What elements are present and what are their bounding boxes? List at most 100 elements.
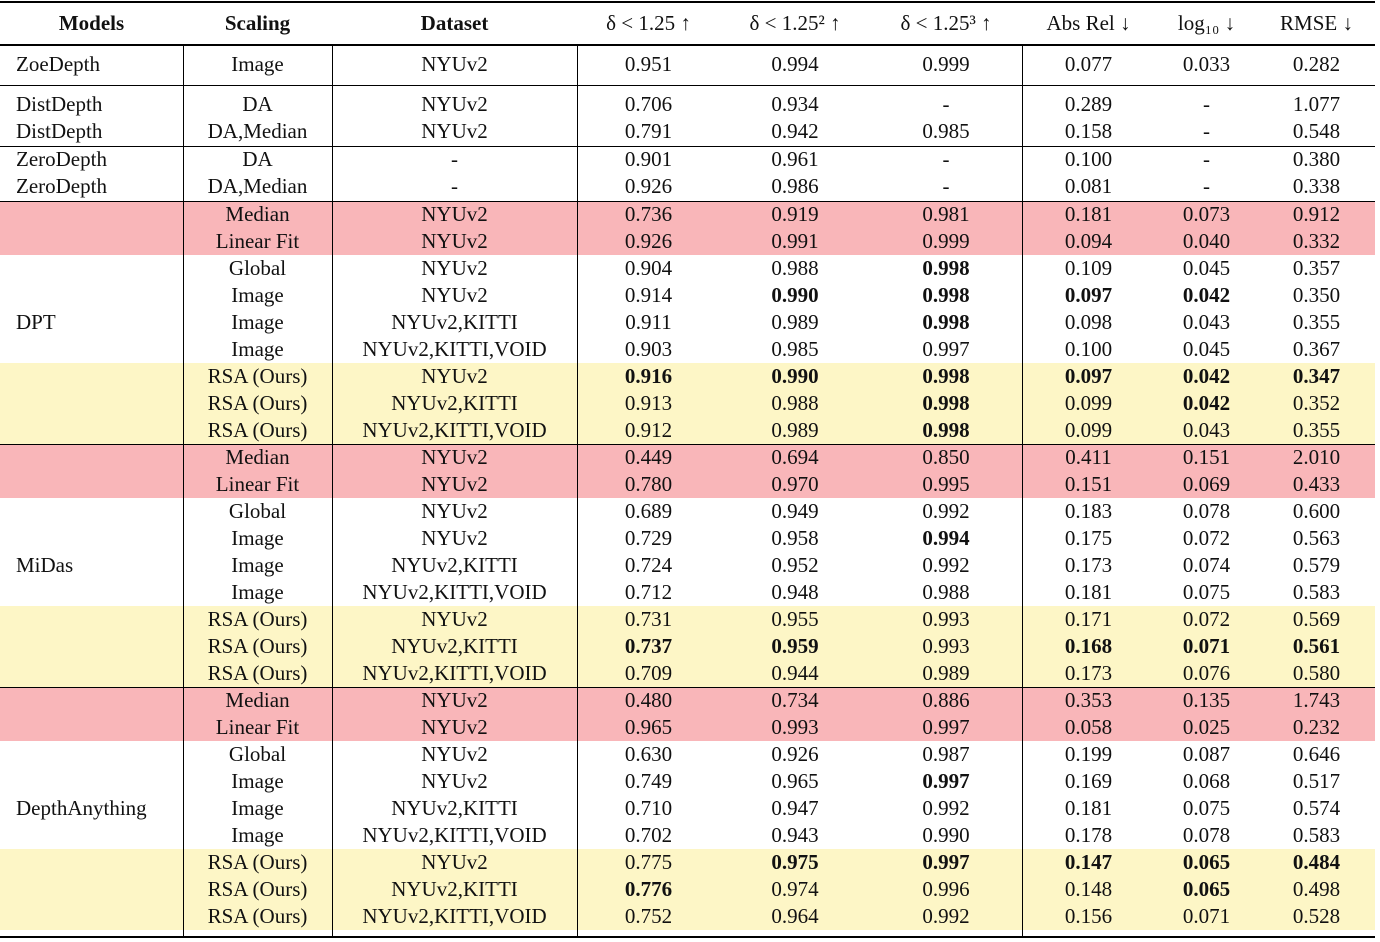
table-cell: 0.158 xyxy=(1064,119,1113,143)
table-cell: 0.947 xyxy=(771,796,819,820)
table-cell: - xyxy=(942,92,950,116)
table-cell: 0.147 xyxy=(1064,850,1113,874)
table-cell: 0.072 xyxy=(1182,607,1231,631)
row-highlight xyxy=(0,849,1375,876)
table-cell: NYUv2 xyxy=(421,688,488,712)
table-cell: 0.045 xyxy=(1182,256,1231,280)
table-cell: 0.724 xyxy=(624,553,673,577)
table-cell: 0.729 xyxy=(624,526,673,550)
table-cell: Global xyxy=(228,499,287,523)
table-cell: 0.135 xyxy=(1182,688,1231,712)
table-cell: 0.043 xyxy=(1182,418,1231,442)
table-cell: 0.986 xyxy=(771,174,819,198)
table-cell: 0.989 xyxy=(771,418,819,442)
table-cell: 0.109 xyxy=(1064,256,1113,280)
table-cell: 0.992 xyxy=(922,904,970,928)
table-cell: DA,Median xyxy=(207,119,308,143)
table-cell: 0.993 xyxy=(922,634,970,658)
table-cell: 0.944 xyxy=(771,661,819,685)
table-cell: RSA (Ours) xyxy=(207,661,308,685)
table-cell: NYUv2 xyxy=(421,850,488,874)
table-cell: 0.065 xyxy=(1182,877,1231,901)
table-cell: 0.183 xyxy=(1064,499,1113,523)
table-cell: 0.484 xyxy=(1292,850,1341,874)
table-cell: RSA (Ours) xyxy=(207,418,308,442)
table-cell: 0.964 xyxy=(771,904,819,928)
table-cell: 0.181 xyxy=(1064,580,1113,604)
table-cell: 0.999 xyxy=(922,229,970,253)
table-cell: Image xyxy=(231,283,284,307)
column-header: Models xyxy=(58,10,125,35)
table-cell: NYUv2 xyxy=(421,607,488,631)
table-cell: Image xyxy=(231,823,284,847)
table-cell: 0.913 xyxy=(624,391,673,415)
table-cell: 0.951 xyxy=(624,52,673,76)
table-cell: NYUv2 xyxy=(421,52,488,76)
table-cell: 0.058 xyxy=(1064,715,1113,739)
table-cell: 0.850 xyxy=(922,445,970,469)
table-cell: 0.988 xyxy=(922,580,970,604)
table-cell: 0.282 xyxy=(1292,52,1341,76)
table-cell: NYUv2 xyxy=(421,715,488,739)
table-cell: 0.911 xyxy=(625,310,672,334)
table-cell: 0.498 xyxy=(1292,877,1341,901)
table-cell: 0.903 xyxy=(624,337,673,361)
table-cell: 0.780 xyxy=(624,472,673,496)
table-cell: 0.548 xyxy=(1292,119,1341,143)
table-cell: RSA (Ours) xyxy=(207,850,308,874)
table-cell: 0.100 xyxy=(1064,337,1113,361)
table-cell: 0.904 xyxy=(624,256,673,280)
table-cell: NYUv2,KITTI,VOID xyxy=(362,337,547,361)
table-cell: Global xyxy=(228,742,287,766)
table-cell: 0.985 xyxy=(922,119,970,143)
table-cell: 0.912 xyxy=(1292,202,1341,226)
table-cell: 0.350 xyxy=(1292,283,1341,307)
row-highlight xyxy=(0,606,1375,633)
table-cell: 0.734 xyxy=(771,688,819,712)
column-header: log₁₀ ↓ xyxy=(1177,10,1236,35)
table-cell: NYUv2 xyxy=(421,499,488,523)
table-cell: 0.736 xyxy=(624,202,673,226)
table-cell: 0.942 xyxy=(771,119,819,143)
table-cell: 0.173 xyxy=(1064,661,1113,685)
table-cell: 0.528 xyxy=(1292,904,1341,928)
table-cell: NYUv2,KITTI,VOID xyxy=(362,418,547,442)
column-header: Scaling xyxy=(224,10,291,35)
table-cell: 0.042 xyxy=(1182,283,1231,307)
table-cell: Linear Fit xyxy=(215,229,300,253)
table-cell: 0.970 xyxy=(771,472,819,496)
table-cell: Image xyxy=(231,310,284,334)
table-cell: 0.775 xyxy=(624,850,673,874)
table-cell: 0.994 xyxy=(771,52,819,76)
table-cell: 0.563 xyxy=(1292,526,1341,550)
table-cell: 0.919 xyxy=(771,202,819,226)
table-cell: 0.099 xyxy=(1064,418,1113,442)
table-cell: 0.992 xyxy=(922,796,970,820)
table-cell: RSA (Ours) xyxy=(207,904,308,928)
table-cell: 0.087 xyxy=(1182,742,1231,766)
table-cell: 0.948 xyxy=(771,580,819,604)
table-cell: 0.380 xyxy=(1292,147,1341,171)
table-cell: 0.033 xyxy=(1182,52,1231,76)
model-name: ZoeDepth xyxy=(16,52,100,76)
table-cell: RSA (Ours) xyxy=(207,364,308,388)
table-cell: NYUv2,KITTI,VOID xyxy=(362,823,547,847)
table-cell: 0.689 xyxy=(624,499,673,523)
table-cell: 0.072 xyxy=(1182,526,1231,550)
table-cell: - xyxy=(1203,147,1210,171)
table-cell: NYUv2 xyxy=(421,229,488,253)
table-cell: 0.943 xyxy=(771,823,819,847)
table-cell: 0.043 xyxy=(1182,310,1231,334)
table-cell: 0.694 xyxy=(771,445,819,469)
table-cell: 0.289 xyxy=(1064,92,1113,116)
table-cell: 0.040 xyxy=(1182,229,1231,253)
table-cell: Image xyxy=(231,52,284,76)
row-highlight xyxy=(0,471,1375,498)
table-cell: 0.994 xyxy=(922,526,970,550)
column-header: δ < 1.25³ ↑ xyxy=(900,10,992,35)
row-highlight xyxy=(0,876,1375,903)
table-cell: 0.630 xyxy=(624,742,673,766)
table-cell: 0.579 xyxy=(1292,553,1341,577)
row-highlight xyxy=(0,660,1375,687)
table-cell: 0.156 xyxy=(1064,904,1113,928)
